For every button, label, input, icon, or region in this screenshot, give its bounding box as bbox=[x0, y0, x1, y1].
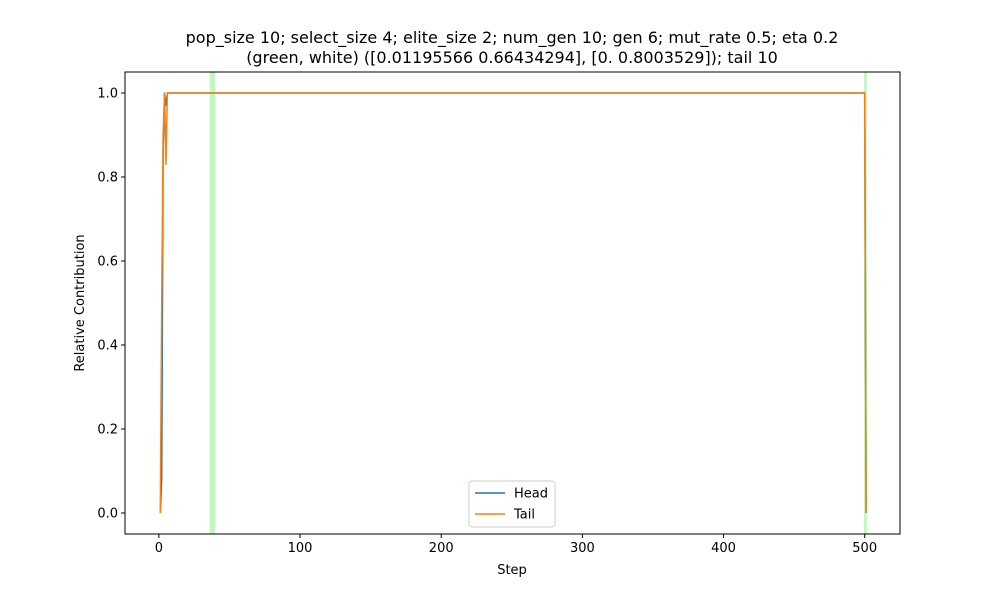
series-line-tail bbox=[159, 92, 867, 514]
chart-title-line-1: pop_size 10; select_size 4; elite_size 2… bbox=[186, 28, 839, 48]
y-tick-label: 0.4 bbox=[97, 339, 118, 354]
y-tick-label: 0.2 bbox=[97, 423, 118, 438]
legend: Head Tail bbox=[468, 480, 556, 528]
y-tick-label: 0.0 bbox=[97, 507, 118, 522]
x-tick-label: 0 bbox=[155, 541, 163, 556]
y-tick-label: 1.0 bbox=[97, 87, 118, 102]
highlight-bands bbox=[209, 72, 867, 534]
highlight-band-1 bbox=[209, 72, 216, 534]
x-tick-label: 300 bbox=[570, 541, 595, 556]
legend-label-tail: Tail bbox=[513, 508, 535, 523]
y-tick-label: 0.8 bbox=[97, 171, 118, 186]
x-tick-label: 200 bbox=[429, 541, 454, 556]
x-tick-label: 400 bbox=[711, 541, 736, 556]
y-axis-ticks: 0.0 0.2 0.4 0.6 0.8 1.0 bbox=[97, 87, 125, 522]
series-lines bbox=[159, 92, 867, 514]
x-axis-ticks: 0 100 200 300 400 500 bbox=[155, 534, 877, 556]
legend-label-head: Head bbox=[514, 487, 548, 502]
chart-title-line-2: (green, white) ([0.01195566 0.66434294],… bbox=[246, 48, 778, 67]
plot-frame bbox=[124, 71, 901, 535]
y-axis-label: Relative Contribution bbox=[73, 234, 88, 371]
x-tick-label: 500 bbox=[852, 541, 877, 556]
x-axis-label: Step bbox=[497, 563, 527, 578]
series-line-head bbox=[159, 92, 867, 514]
y-tick-label: 0.6 bbox=[97, 255, 118, 270]
x-tick-label: 100 bbox=[288, 541, 313, 556]
